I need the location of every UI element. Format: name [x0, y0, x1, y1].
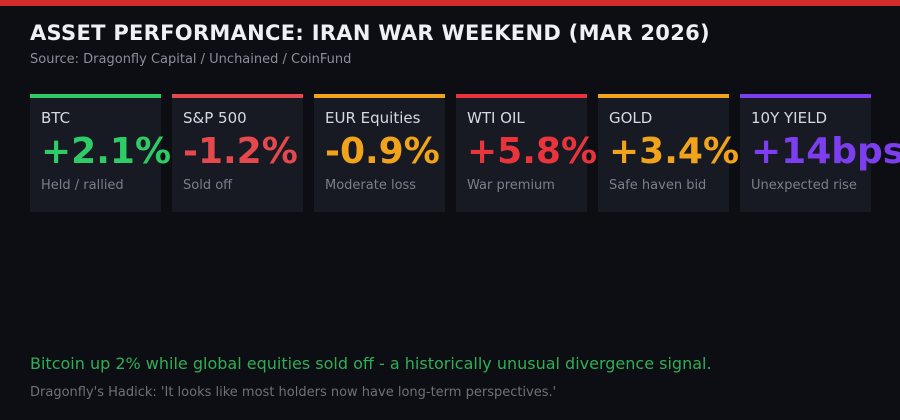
card-body: EUR Equities -0.9% Moderate loss [314, 98, 445, 212]
asset-card-row: BTC +2.1% Held / rallied S&P 500 -1.2% S… [30, 94, 900, 212]
card-accent-bar [172, 94, 303, 98]
asset-card-eur-equities: EUR Equities -0.9% Moderate loss [314, 94, 445, 212]
asset-card-gold: GOLD +3.4% Safe haven bid [598, 94, 740, 212]
asset-name: GOLD [609, 109, 653, 127]
asset-change-value: +5.8% [467, 131, 598, 172]
card-accent-bar [30, 94, 161, 98]
card-body: BTC +2.1% Held / rallied [30, 98, 172, 212]
asset-note: War premium [467, 177, 555, 193]
asset-card-10y-yield: 10Y YIELD +14bps Unexpected rise [740, 94, 900, 212]
asset-change-value: +3.4% [609, 131, 740, 172]
card-body: WTI OIL +5.8% War premium [456, 98, 598, 212]
asset-name: BTC [41, 109, 71, 127]
asset-note: Held / rallied [41, 177, 124, 193]
asset-change-value: +14bps [751, 131, 900, 172]
asset-card-btc: BTC +2.1% Held / rallied [30, 94, 172, 212]
card-accent-bar [740, 94, 871, 98]
asset-name: WTI OIL [467, 109, 525, 127]
asset-change-value: -1.2% [183, 131, 298, 172]
card-body: 10Y YIELD +14bps Unexpected rise [740, 98, 900, 212]
asset-note: Sold off [183, 177, 233, 193]
analyst-quote: Dragonfly's Hadick: 'It looks like most … [30, 385, 557, 400]
page-accent-bar [0, 0, 900, 6]
asset-change-value: -0.9% [325, 131, 440, 172]
card-accent-bar [314, 94, 445, 98]
asset-name: S&P 500 [183, 109, 247, 127]
card-body: S&P 500 -1.2% Sold off [172, 98, 303, 212]
page-title: ASSET PERFORMANCE: IRAN WAR WEEKEND (MAR… [30, 21, 710, 45]
asset-change-value: +2.1% [41, 131, 172, 172]
asset-note: Unexpected rise [751, 177, 857, 193]
card-accent-bar [598, 94, 729, 98]
takeaway-text: Bitcoin up 2% while global equities sold… [30, 354, 712, 373]
source-attribution: Source: Dragonfly Capital / Unchained / … [30, 52, 352, 67]
asset-card-wti-oil: WTI OIL +5.8% War premium [456, 94, 598, 212]
card-body: GOLD +3.4% Safe haven bid [598, 98, 740, 212]
asset-note: Moderate loss [325, 177, 417, 193]
asset-name: EUR Equities [325, 109, 421, 127]
asset-card-sp500: S&P 500 -1.2% Sold off [172, 94, 303, 212]
asset-note: Safe haven bid [609, 177, 707, 193]
header: ASSET PERFORMANCE: IRAN WAR WEEKEND (MAR… [30, 21, 710, 67]
asset-name: 10Y YIELD [751, 109, 827, 127]
card-accent-bar [456, 94, 587, 98]
